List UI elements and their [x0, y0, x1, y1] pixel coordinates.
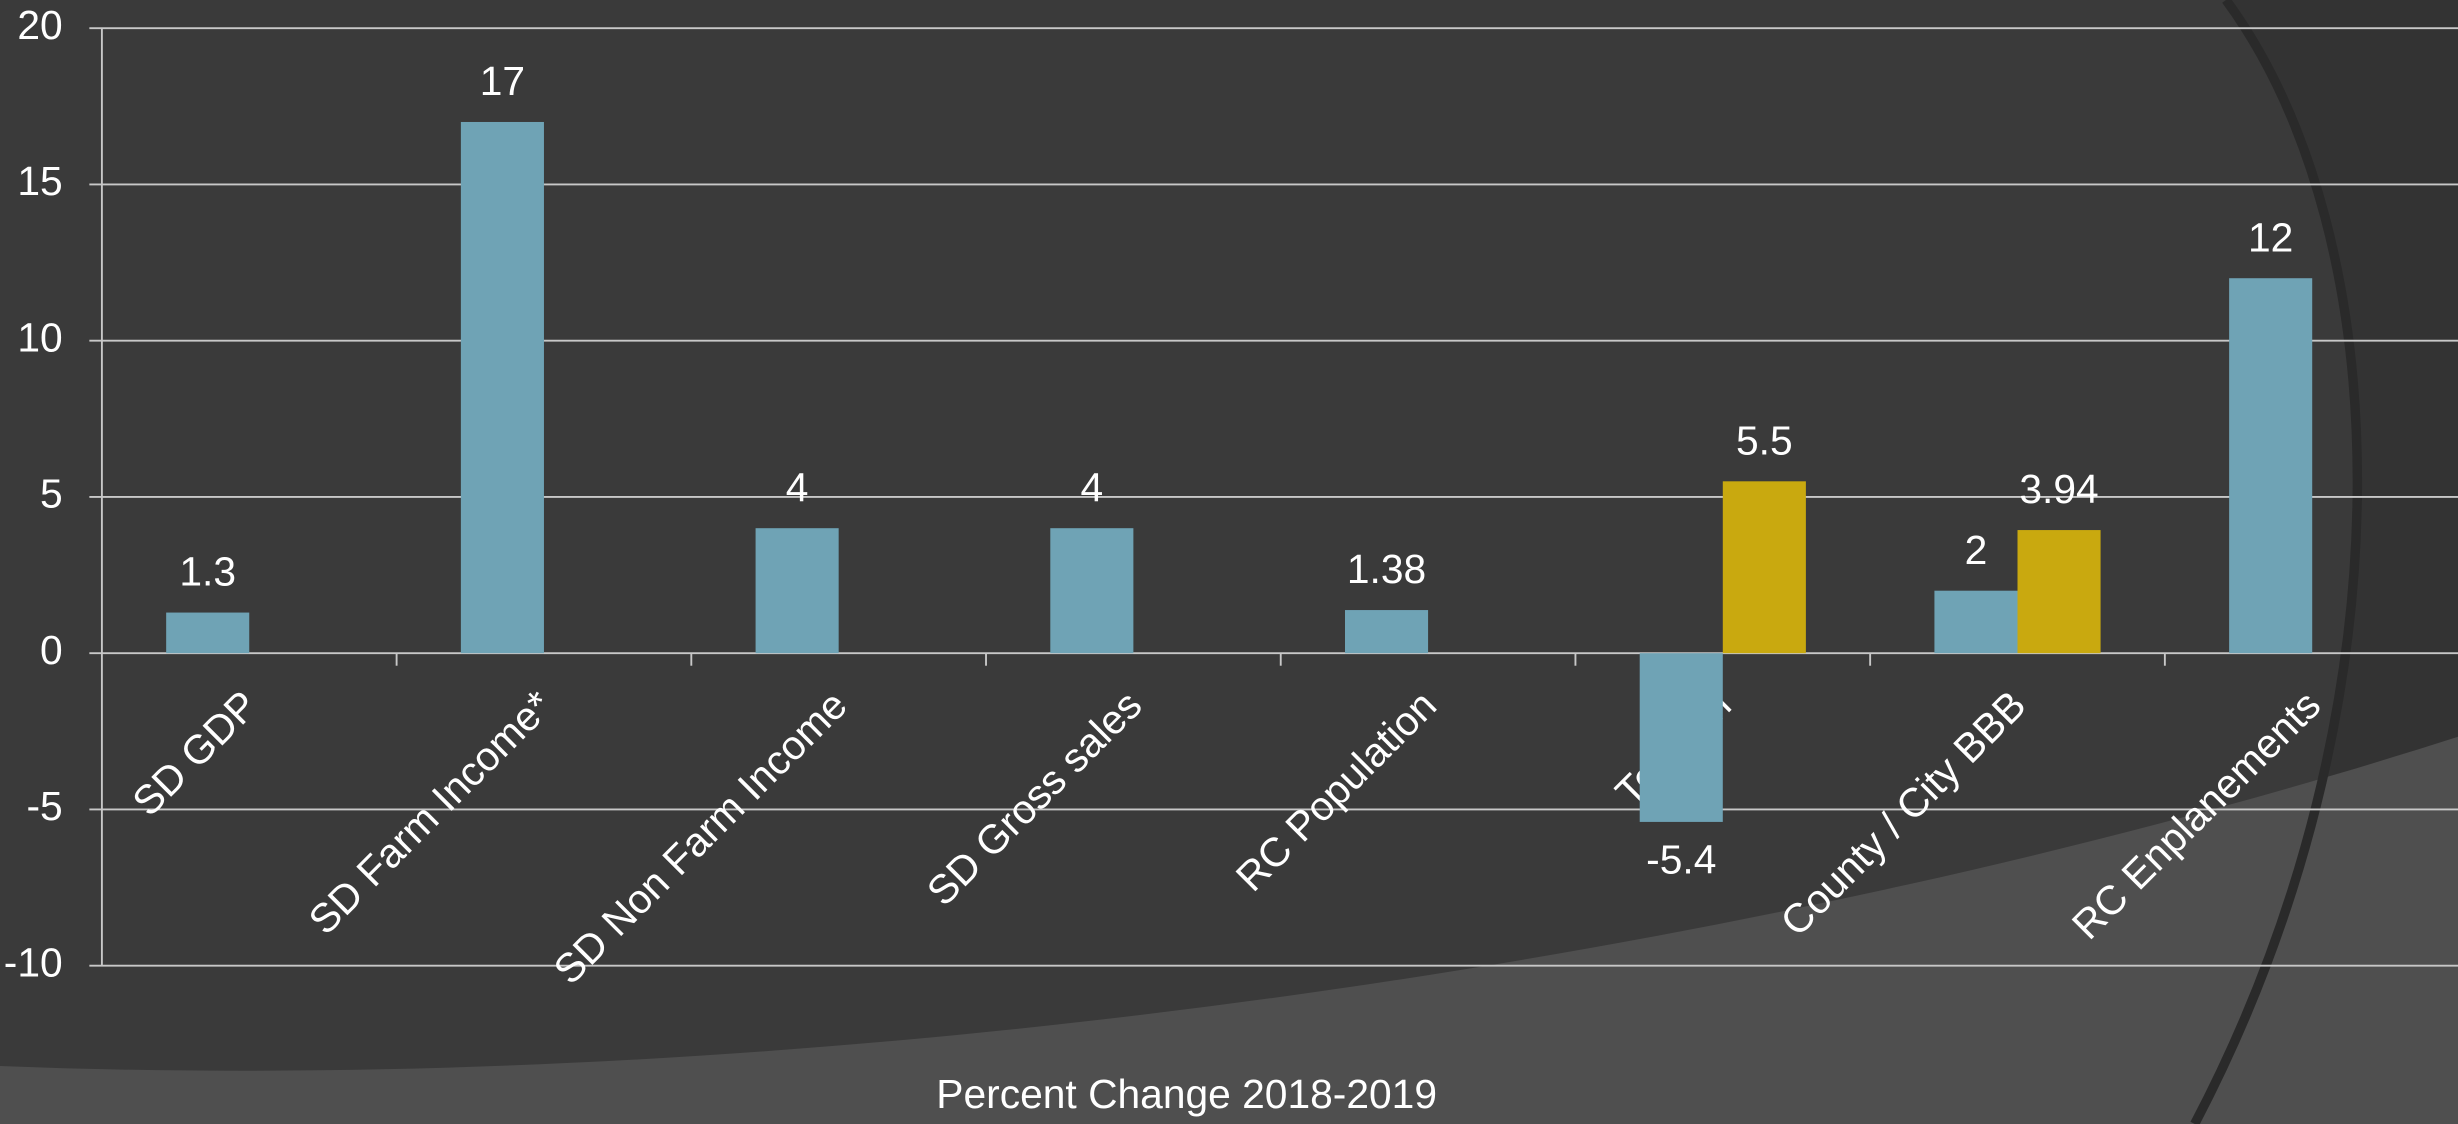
- y-tick-label: 15: [17, 158, 62, 204]
- data-label: 1.38: [1347, 546, 1426, 592]
- decor-line: [2190, 0, 2362, 1124]
- data-label: 1.3: [179, 549, 236, 595]
- bar: [1050, 528, 1134, 654]
- y-tick-label: -10: [4, 939, 63, 985]
- bar: [2229, 278, 2313, 654]
- y-tick-label: -5: [26, 783, 62, 829]
- data-label: 3.94: [2019, 466, 2098, 512]
- data-label: 2: [1965, 527, 1988, 573]
- decor-swoosh: [0, 736, 2458, 1124]
- y-tick-label: 5: [40, 471, 63, 517]
- data-label: 4: [786, 464, 809, 510]
- data-label: 5.5: [1736, 417, 1793, 463]
- bar: [755, 528, 839, 654]
- y-tick-label: 0: [40, 627, 63, 673]
- data-label: 17: [480, 58, 525, 104]
- bar: [2017, 530, 2101, 654]
- y-tick-label: 20: [17, 2, 62, 48]
- x-axis-title: Percent Change 2018-2019: [936, 1071, 1437, 1117]
- bar: [1934, 590, 2018, 654]
- bar: [1345, 610, 1429, 654]
- data-label: 12: [2248, 214, 2293, 260]
- bar: [166, 612, 250, 654]
- y-tick-label: 10: [17, 314, 62, 360]
- data-label: 4: [1080, 464, 1103, 510]
- bar: [1639, 653, 1723, 822]
- bar: [460, 121, 544, 654]
- bar: [1722, 481, 1806, 654]
- data-label: -5.4: [1646, 836, 1716, 882]
